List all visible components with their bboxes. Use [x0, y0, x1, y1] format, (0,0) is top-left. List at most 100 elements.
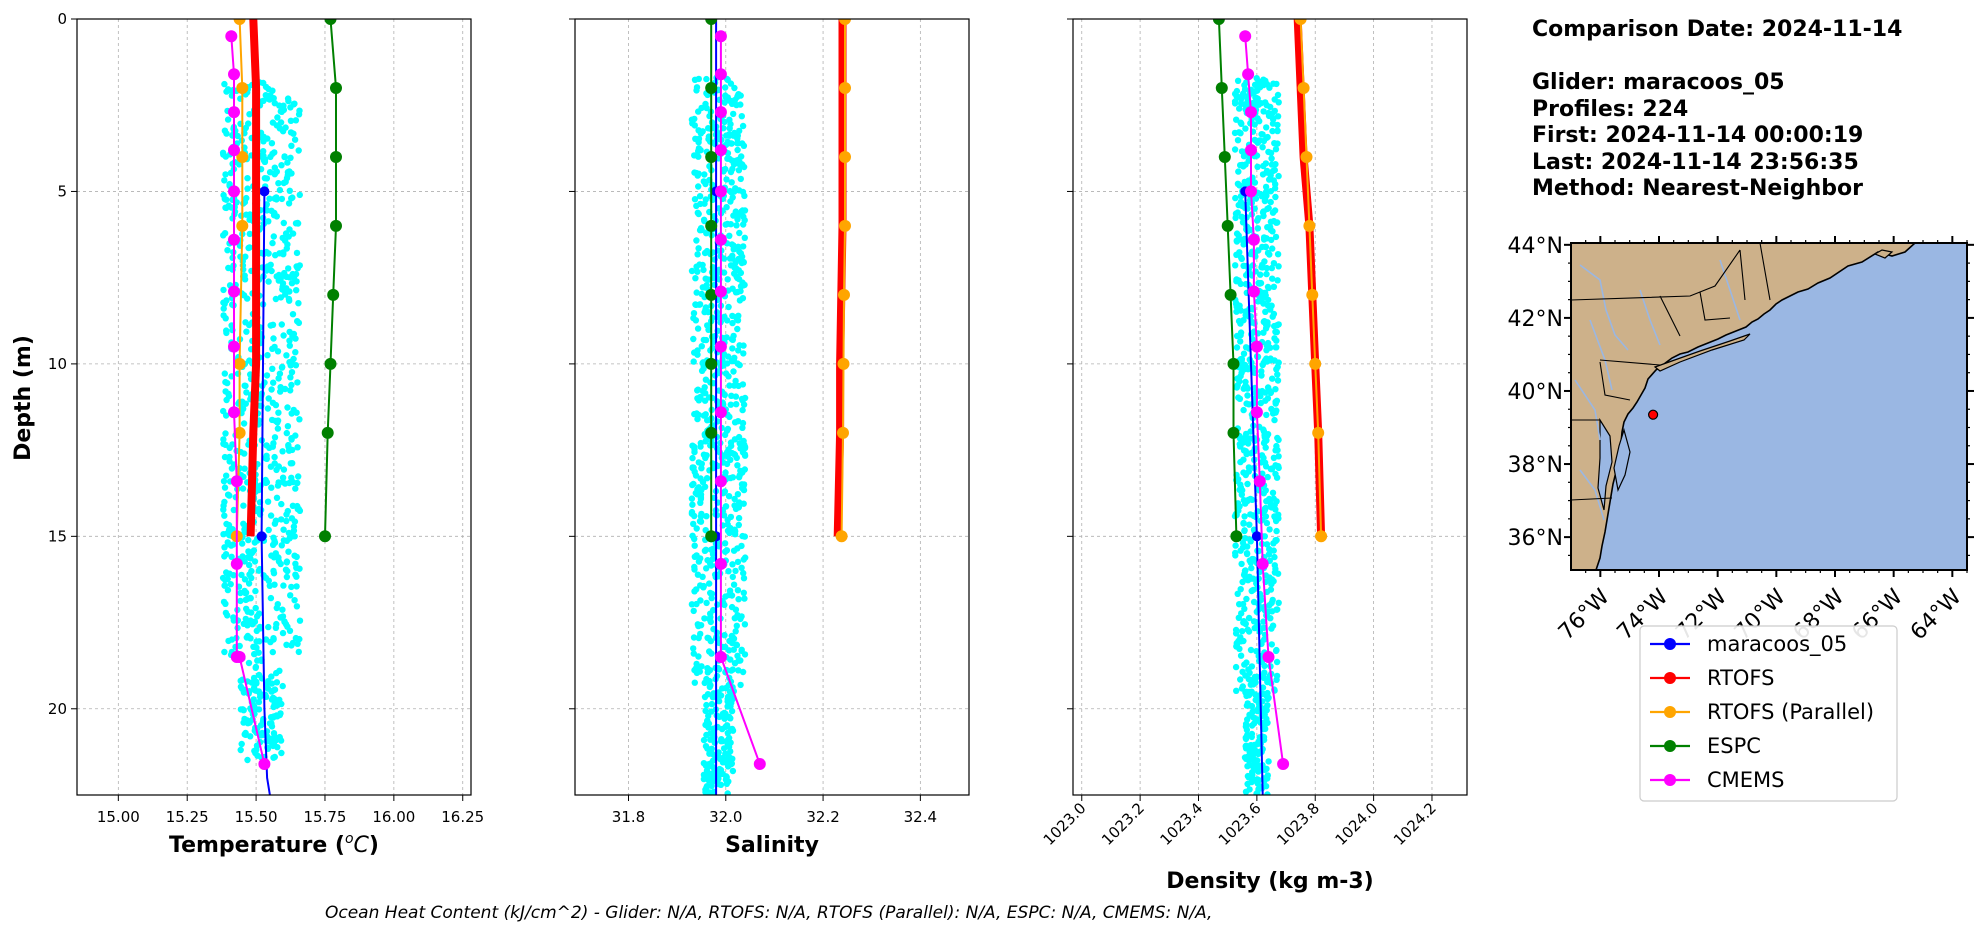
glider-obs-point — [1231, 129, 1239, 137]
glider-obs-point — [1253, 790, 1260, 795]
glider-obs-point — [261, 158, 269, 166]
glider-obs-point — [219, 149, 227, 156]
glider-obs-point — [253, 680, 260, 687]
glider-obs-point — [697, 597, 704, 604]
glider-obs-point — [1238, 213, 1245, 220]
glider-obs-point — [293, 263, 300, 270]
glider-obs-point — [1264, 689, 1271, 697]
glider-obs-point — [268, 673, 275, 680]
glider-obs-point — [279, 606, 286, 613]
glider-obs-point — [1237, 441, 1244, 449]
glider-obs-point — [1245, 692, 1253, 699]
series-rtofs-parallel- — [1294, 19, 1328, 543]
glider-obs-point — [255, 505, 263, 513]
glider-obs-point — [734, 317, 742, 324]
glider-obs-point — [222, 171, 229, 178]
glider-obs-point — [1238, 369, 1245, 376]
glider-obs-point — [289, 460, 296, 467]
glider-obs-point — [740, 243, 747, 250]
first-time: First: 2024-11-14 00:00:19 — [1532, 123, 1863, 148]
glider-obs-point — [739, 188, 747, 196]
glider-obs-point — [253, 613, 261, 620]
glider-obs-point — [731, 495, 738, 503]
glider-obs-point — [220, 478, 228, 485]
glider-obs-point — [741, 595, 748, 602]
glider-obs-point — [268, 680, 276, 687]
glider-obs-point — [732, 377, 739, 385]
glider-obs-point — [294, 379, 301, 386]
glider-obs-point — [238, 571, 245, 579]
glider-obs-point — [1249, 319, 1256, 326]
glider-obs-point — [721, 540, 729, 547]
axes-frame — [76, 18, 472, 796]
glider-obs-point — [722, 84, 729, 91]
temperature-axis-label: Temperature (oC) — [169, 831, 379, 858]
glider-obs-point — [1274, 570, 1282, 577]
glider-obs-point — [1237, 547, 1244, 554]
x-tick-label: 1023.0 — [1040, 799, 1090, 849]
glider-obs-point — [220, 286, 227, 294]
glider-obs-point — [1263, 437, 1270, 444]
series-marker — [236, 82, 249, 94]
glider-obs-point — [273, 604, 280, 612]
x-tick-label: 1024.0 — [1332, 799, 1382, 849]
glider-obs-point — [222, 204, 229, 211]
glider-obs-point — [255, 486, 262, 494]
glider-obs-point — [740, 589, 747, 596]
series-marker — [233, 651, 246, 663]
glider-obs-point — [1253, 648, 1260, 655]
glider-obs-point — [1274, 113, 1282, 120]
glider-obs-point — [1268, 465, 1276, 472]
glider-obs-point — [1234, 590, 1241, 597]
glider-obs-point — [733, 622, 740, 629]
glider-obs-point — [257, 722, 265, 729]
glider-obs-point — [275, 409, 282, 416]
legend-label: CMEMS — [1707, 768, 1785, 792]
glider-obs-point — [727, 168, 735, 176]
glider-obs-point — [270, 730, 278, 737]
glider-obs-point — [221, 127, 229, 134]
map-lon-label: 76°W — [1554, 584, 1615, 645]
glider-obs-point — [222, 609, 230, 617]
glider-obs-point — [1241, 86, 1249, 93]
x-tick-label: 32.0 — [709, 808, 742, 826]
glider-obs-point — [1271, 207, 1279, 214]
glider-obs-point — [221, 576, 229, 584]
glider-obs-point — [222, 315, 229, 322]
glider-obs-point — [289, 311, 297, 318]
glider-obs-point — [697, 499, 704, 506]
glider-obs-point — [288, 280, 296, 287]
glider-obs-point — [1274, 377, 1282, 384]
glider-obs-point — [740, 569, 747, 577]
series-marker — [1297, 82, 1310, 94]
glider-obs-point — [242, 615, 249, 623]
glider-obs-point — [707, 610, 714, 617]
glider-obs-point — [697, 491, 705, 498]
glider-obs-point — [1245, 464, 1253, 471]
glider-obs-point — [265, 278, 272, 285]
glider-obs-point — [286, 274, 293, 281]
glider-obs-point — [701, 171, 708, 178]
glider-obs-point — [689, 454, 696, 462]
glider-obs-point — [244, 622, 251, 629]
glider-obs-point — [1262, 513, 1270, 520]
glider-obs-point — [223, 472, 230, 479]
glider-obs-point — [738, 395, 746, 403]
glider-obs-point — [1253, 100, 1260, 108]
glider-obs-point — [1236, 645, 1243, 652]
glider-obs-point — [271, 520, 279, 527]
glider-obs-point — [284, 159, 291, 166]
glider-obs-point — [222, 430, 229, 437]
glider-obs-point — [739, 469, 746, 476]
glider-obs-point — [240, 719, 247, 726]
series-marker — [1303, 219, 1316, 232]
glider-obs-point — [724, 741, 731, 748]
glider-obs-point — [237, 597, 244, 605]
profile-panels: 15.00 15.25 15.50 15.75 16.00 16.25 0 5 10 15 20 31… — [48, 10, 1468, 849]
glider-obs-point — [730, 110, 737, 118]
glider-obs-point — [699, 284, 706, 291]
glider-obs-point — [700, 582, 707, 590]
glider-obs-point — [292, 270, 300, 278]
glider-obs-point — [739, 419, 747, 427]
glider-obs-point — [264, 498, 272, 505]
